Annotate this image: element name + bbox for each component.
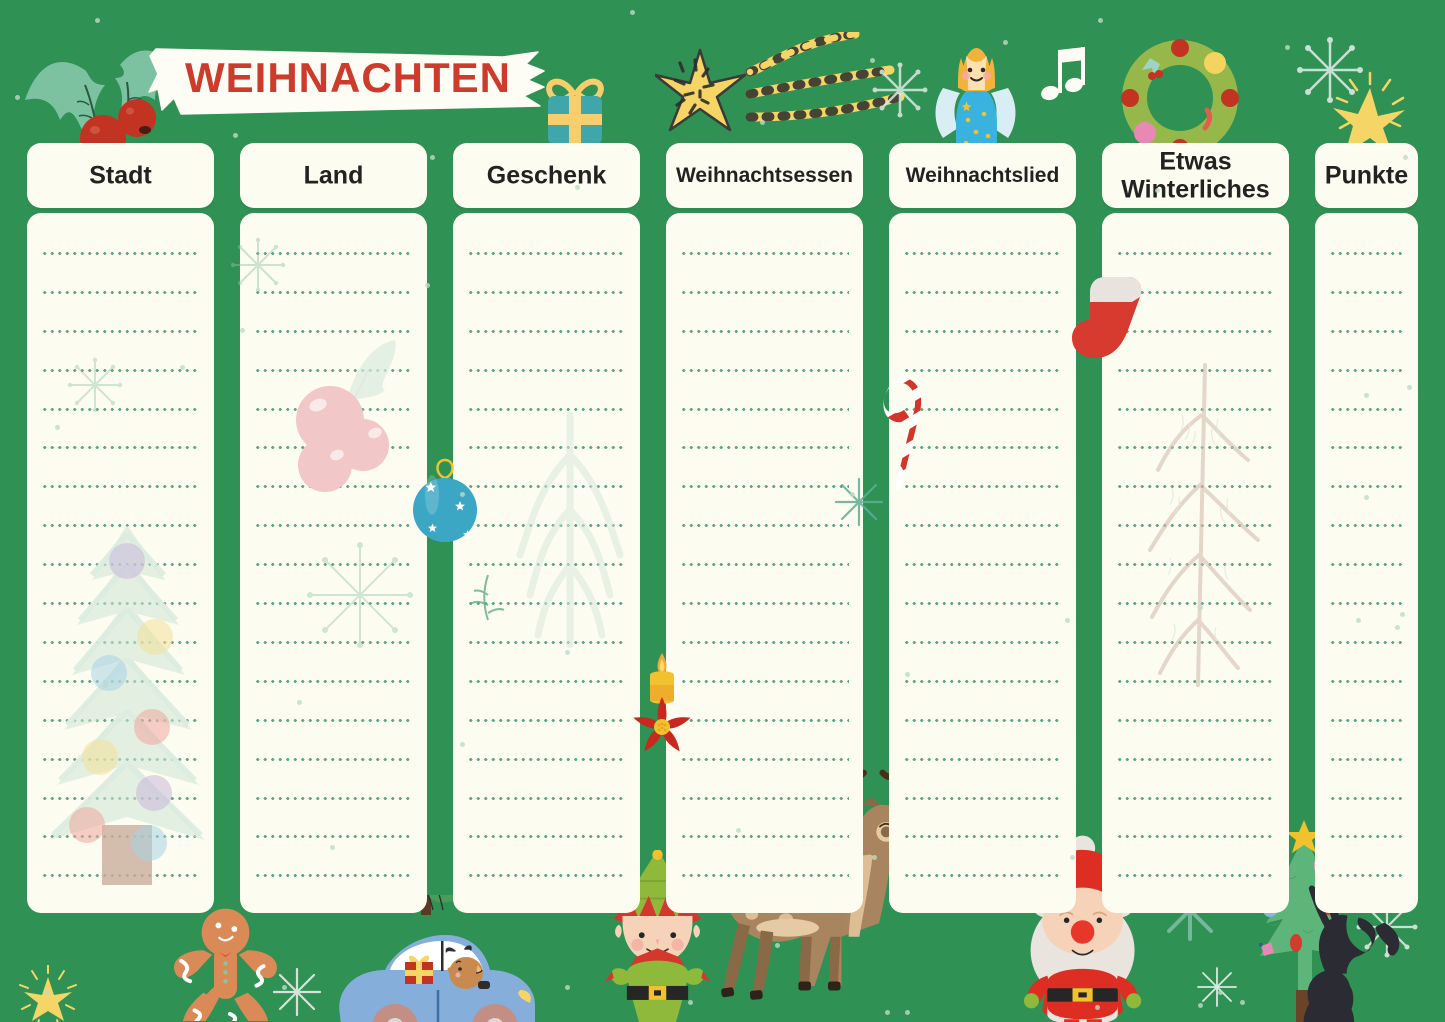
svg-text:WEIHNACHTEN: WEIHNACHTEN <box>185 54 511 101</box>
